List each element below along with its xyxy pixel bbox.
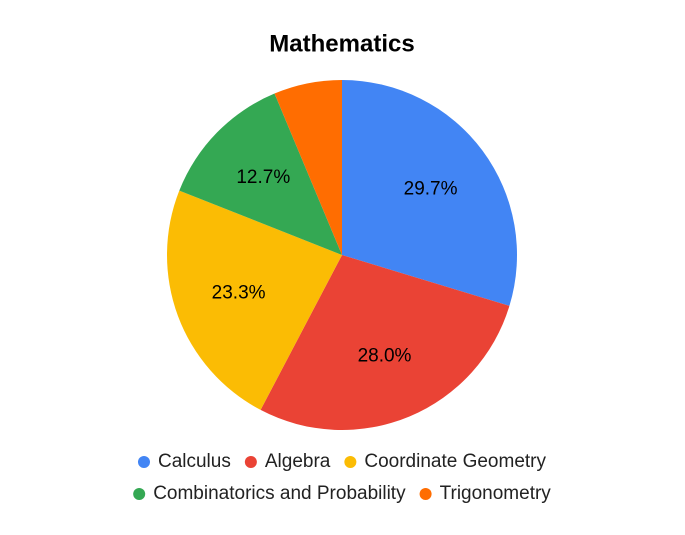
legend-label: Coordinate Geometry [364, 451, 546, 472]
legend-marker [133, 488, 146, 500]
data-label: 23.3% [212, 282, 266, 303]
pie-slice [342, 80, 517, 306]
legend-marker [419, 488, 432, 500]
chart-title: Mathematics [269, 30, 414, 57]
legend-marker [137, 456, 150, 468]
legend-marker [344, 456, 357, 468]
pie-slice [166, 190, 342, 410]
legend-marker [244, 456, 257, 468]
data-label: 12.7% [236, 167, 290, 188]
pie-slice [179, 93, 342, 255]
pie-slice [260, 255, 510, 430]
legend-label: Trigonometry [440, 483, 552, 504]
legend-label: Algebra [265, 451, 331, 472]
data-label: 28.0% [358, 346, 412, 367]
pie-slice [274, 80, 342, 255]
legend-label: Calculus [158, 451, 231, 472]
data-label: 29.7% [404, 178, 458, 199]
legend-label: Combinatorics and Probability [153, 483, 406, 504]
